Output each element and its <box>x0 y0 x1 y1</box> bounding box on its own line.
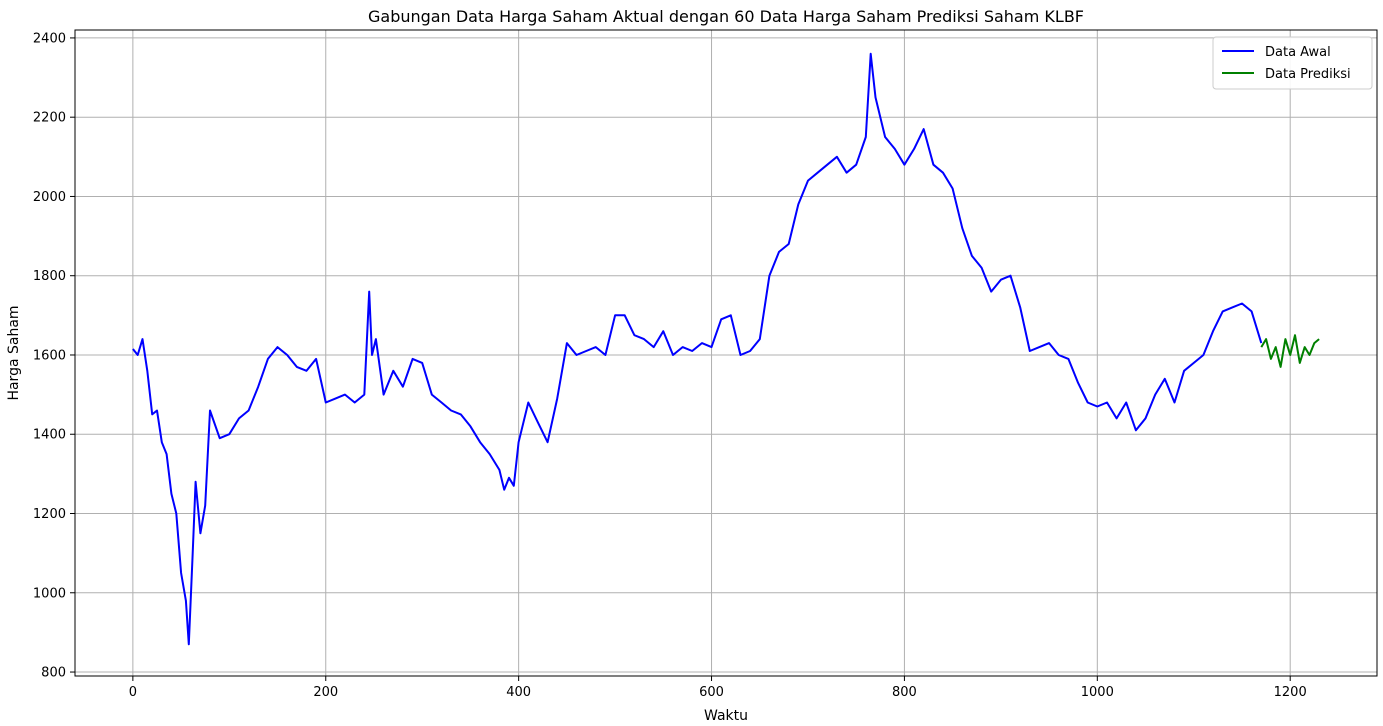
legend: Data Awal Data Prediksi <box>1212 36 1373 90</box>
y-tick-label: 800 <box>41 666 66 681</box>
y-tick-label: 1800 <box>33 269 66 284</box>
y-tick-label: 1000 <box>33 586 66 601</box>
series-lines <box>132 52 1320 646</box>
x-tick-label: 600 <box>699 685 724 700</box>
x-tick-label: 400 <box>506 685 531 700</box>
y-tick-label: 1600 <box>33 348 66 363</box>
plot-frame <box>74 29 1378 677</box>
chart-title: Gabungan Data Harga Saham Aktual dengan … <box>368 7 1084 26</box>
x-tick-label: 200 <box>313 685 338 700</box>
legend-label-data-prediksi: Data Prediksi <box>1265 67 1351 82</box>
grid <box>75 30 1377 676</box>
legend-label-data-awal: Data Awal <box>1265 45 1331 60</box>
axis-ticks: 0 200 400 600 800 1000 1200 800 1000 1200 1400 1600… <box>33 31 1307 700</box>
x-tick-label: 1200 <box>1274 685 1307 700</box>
y-tick-label: 1400 <box>33 428 66 443</box>
x-axis-title: Waktu <box>704 708 748 724</box>
series-line-data-prediksi <box>1260 334 1320 368</box>
x-tick-label: 800 <box>892 685 917 700</box>
y-tick-label: 1200 <box>33 507 66 522</box>
y-tick-label: 2200 <box>33 111 66 126</box>
y-tick-label: 2000 <box>33 190 66 205</box>
y-tick-label: 2400 <box>33 31 66 46</box>
x-tick-label: 0 <box>129 685 137 700</box>
series-line-data-awal <box>132 52 1263 646</box>
y-axis-title: Harga Saham <box>6 305 22 400</box>
x-tick-label: 1000 <box>1081 685 1114 700</box>
